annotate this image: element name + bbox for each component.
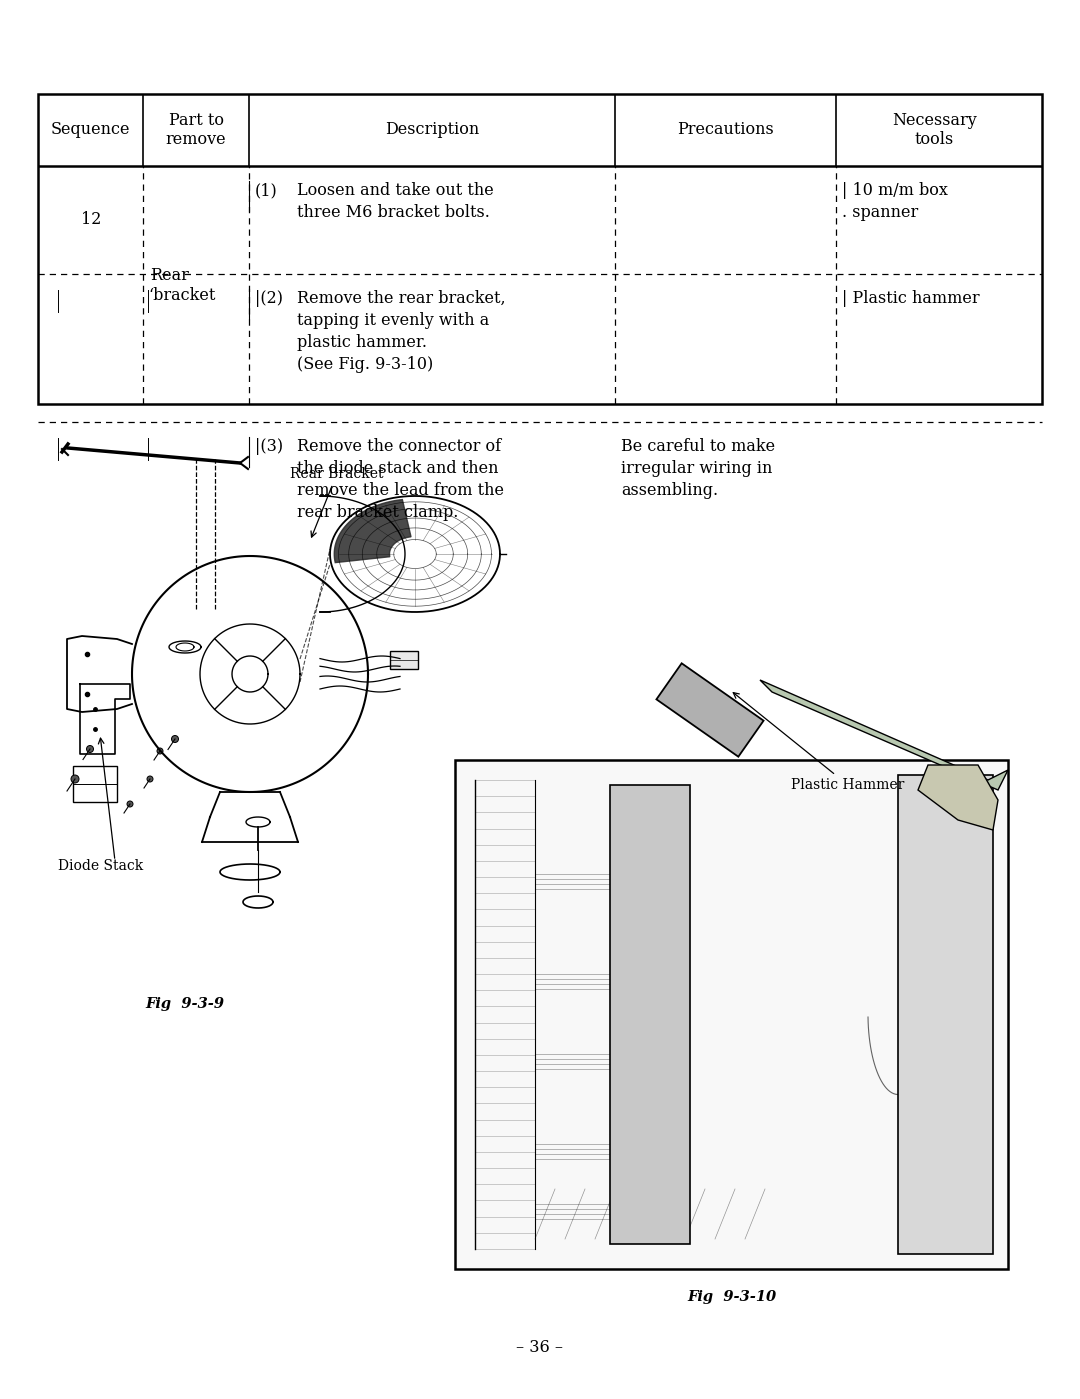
Polygon shape [918,765,998,830]
Text: | 10 m/m box: | 10 m/m box [842,182,948,199]
Text: Rear Bracket: Rear Bracket [291,467,383,537]
Text: remove the lead from the: remove the lead from the [297,483,504,499]
Text: Rear: Rear [150,267,189,284]
Circle shape [147,776,153,782]
Text: Be careful to make: Be careful to make [621,438,775,455]
Text: irregular wiring in: irregular wiring in [621,460,772,477]
Circle shape [71,775,79,783]
Text: Remove the connector of: Remove the connector of [297,438,501,455]
Text: | Plastic hammer: | Plastic hammer [842,290,980,306]
Text: 12: 12 [81,211,100,228]
Text: Loosen and take out the: Loosen and take out the [297,182,494,199]
Text: the diode stack and then: the diode stack and then [297,460,498,477]
Text: (1): (1) [255,182,278,199]
Bar [38,94,1042,404]
Text: Sequence: Sequence [51,122,131,139]
Text: Diode Stack: Diode Stack [58,859,144,873]
Text: |(2): |(2) [255,290,283,306]
Text: Fig  9-3-9: Fig 9-3-9 [146,997,225,1011]
Text: – 36 –: – 36 – [516,1339,564,1356]
Text: Remove the rear bracket,: Remove the rear bracket, [297,290,505,306]
Text: |(3): |(3) [255,438,283,455]
Text: tapping it evenly with a: tapping it evenly with a [297,312,489,329]
Text: three M6 bracket bolts.: three M6 bracket bolts. [297,204,489,221]
Text: rear bracket clamp.: rear bracket clamp. [297,504,458,520]
Circle shape [127,802,133,807]
Text: . spanner: . spanner [842,204,918,221]
Polygon shape [760,680,1008,790]
Circle shape [172,736,178,743]
Bar [610,785,690,1244]
Bar [897,775,993,1254]
Circle shape [86,746,94,753]
Text: Plastic Hammer: Plastic Hammer [733,693,905,792]
Text: assembling.: assembling. [621,483,718,499]
Bar [390,651,418,669]
Text: ʻbracket: ʻbracket [148,288,216,305]
Bar [455,760,1008,1269]
Polygon shape [657,663,764,757]
Bar [73,767,117,802]
Text: Precautions: Precautions [677,122,774,139]
Text: Necessary
tools: Necessary tools [892,112,976,148]
Text: Fig  9-3-10: Fig 9-3-10 [687,1290,777,1304]
Text: plastic hammer.: plastic hammer. [297,334,427,351]
Polygon shape [334,499,411,562]
Circle shape [157,748,163,754]
Text: (See Fig. 9-3-10): (See Fig. 9-3-10) [297,355,433,374]
Text: Description: Description [384,122,480,139]
Text: Part to
remove: Part to remove [166,112,227,148]
